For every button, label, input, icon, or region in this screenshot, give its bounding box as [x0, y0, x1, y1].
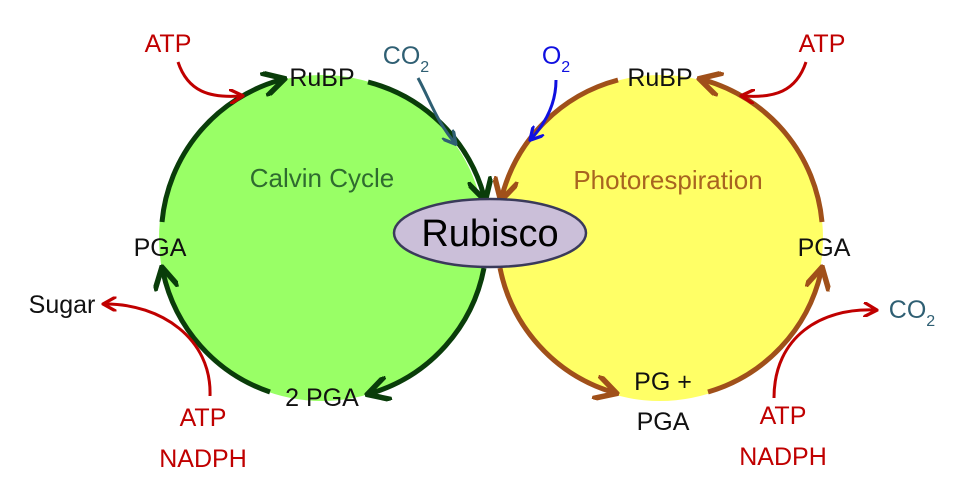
photo-atp-input-arrow: [744, 61, 808, 96]
co2-output-sub: 2: [926, 313, 935, 330]
sugar-output-arrow: [106, 304, 212, 397]
photo-pg-plus-label: PG +: [634, 368, 692, 396]
calvin-atp-input-arrow: [176, 61, 240, 96]
photo-arc-rubisco-to-pgpga: [497, 267, 612, 392]
calvin-cycle-title: Calvin Cycle: [250, 163, 395, 193]
photo-pg-pga-label: PGA: [637, 408, 690, 436]
calvin-cycle-circle: [159, 75, 485, 401]
photorespiration-title: Photorespiration: [573, 165, 762, 195]
co2-output-main: CO: [889, 296, 927, 324]
calvin-arc-rubisco-to-2pga: [372, 267, 487, 393]
photorespiration-circle: [497, 75, 823, 401]
calvin-nadph-bottom-label: NADPH: [159, 445, 247, 473]
co2-input-sub: 2: [420, 59, 429, 76]
co2-input-label: CO2: [383, 42, 430, 76]
calvin-arc-pga-to-rubp: [159, 80, 280, 223]
photo-atp-top-label: ATP: [799, 30, 846, 58]
photo-nadph-bottom-label: NADPH: [739, 443, 827, 471]
o2-input-main: O: [542, 42, 561, 70]
rubisco-ellipse: [392, 197, 588, 269]
calvin-pga-label: PGA: [134, 234, 187, 262]
photo-atp-bottom-label: ATP: [760, 402, 807, 430]
sugar-label: Sugar: [29, 291, 96, 319]
calvin-atp-top-label: ATP: [145, 30, 192, 58]
co2-input-arrow: [416, 77, 454, 142]
o2-input-arrow: [532, 79, 558, 138]
rubisco-label: Rubisco: [421, 213, 558, 255]
co2-output-arrow: [772, 310, 874, 399]
o2-input-label: O2: [542, 42, 570, 76]
calvin-2pga-label: 2 PGA: [285, 384, 359, 412]
o2-input-sub: 2: [561, 59, 570, 76]
co2-output-label: CO2: [889, 296, 936, 330]
photo-rubp-label: RuBP: [627, 64, 692, 92]
photo-arc-pga-to-rubp: [704, 80, 825, 223]
co2-input-main: CO: [383, 42, 421, 70]
calvin-arc-2pga-to-pga: [163, 272, 271, 395]
calvin-rubp-label: RuBP: [289, 64, 354, 92]
photo-arc-pgpga-to-pga: [707, 272, 821, 395]
calvin-atp-bottom-label: ATP: [180, 404, 227, 432]
photo-pga-label: PGA: [798, 234, 851, 262]
